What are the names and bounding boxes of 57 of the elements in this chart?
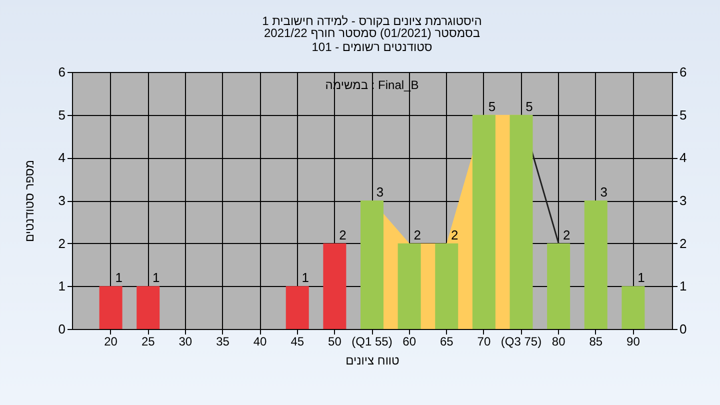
data-label: 1: [302, 270, 309, 286]
bar: [510, 114, 533, 329]
y2-tick-label: 5: [680, 107, 687, 122]
chart-title: היסטוגרמת ציונים בקורס - למידה חישובית 1: [262, 14, 482, 28]
y2-tick-label: 0: [680, 322, 687, 336]
x-axis-title: טווח ציונים: [346, 354, 400, 368]
y-tick-label: 6: [58, 64, 66, 80]
x-tick-label: 70: [477, 334, 491, 348]
y2-tick-label: 1: [680, 278, 687, 294]
data-label: 5: [526, 98, 533, 114]
bar: [472, 114, 496, 329]
y-axis-title: מספר סטודנטים: [22, 160, 36, 242]
data-label: 5: [488, 98, 496, 114]
data-label: 1: [115, 270, 122, 286]
bar: [622, 286, 645, 329]
bar: [323, 243, 346, 329]
y-tick-label: 2: [58, 236, 66, 251]
data-label: 2: [414, 227, 421, 242]
bar: [398, 243, 421, 329]
data-label: 3: [600, 184, 608, 200]
x-tick-label: (Q1 55): [352, 334, 392, 348]
bar: [360, 200, 384, 329]
data-label: 2: [339, 227, 346, 242]
bar: [286, 286, 309, 329]
data-label: 2: [451, 227, 458, 242]
data-label: 1: [152, 270, 160, 286]
x-tick-label: (Q3 75): [500, 334, 542, 348]
data-label: 3: [376, 184, 384, 200]
x-tick-label: 40: [253, 334, 268, 348]
y2-tick-label: 3: [680, 193, 687, 208]
x-tick-label: 65: [440, 334, 454, 348]
y2-tick-label: 4: [680, 150, 687, 166]
bar: [435, 243, 458, 329]
y-tick-label: 4: [58, 150, 66, 166]
x-tick-label: 80: [552, 334, 566, 348]
bar: [99, 286, 122, 329]
data-label: 1: [638, 270, 645, 286]
x-tick-label: 85: [589, 334, 603, 348]
y-tick-label: 0: [58, 322, 66, 336]
x-tick-label: 30: [178, 334, 192, 348]
chart-subtitle: בסמסטר (01/2021) סמסטר חורף 2021/22 סטודנטים רשומים - 101: [264, 26, 480, 54]
x-tick-label: 25: [141, 334, 156, 348]
bar: [584, 200, 608, 329]
y-tick-label: 3: [58, 193, 66, 208]
y2-tick-label: 6: [680, 64, 687, 80]
bar: [547, 243, 570, 329]
bar: [136, 286, 160, 329]
x-tick-label: 90: [626, 334, 640, 348]
x-tick-label: 60: [402, 334, 416, 348]
x-tick-label: 20: [104, 334, 118, 348]
y2-tick-label: 2: [680, 236, 687, 251]
x-tick-label: 45: [290, 334, 304, 348]
y-tick-label: 5: [58, 107, 66, 122]
x-tick-label: 35: [216, 334, 230, 348]
x-tick-label: 50: [328, 334, 342, 348]
y-tick-label: 1: [58, 278, 66, 294]
data-label: 2: [562, 227, 570, 242]
